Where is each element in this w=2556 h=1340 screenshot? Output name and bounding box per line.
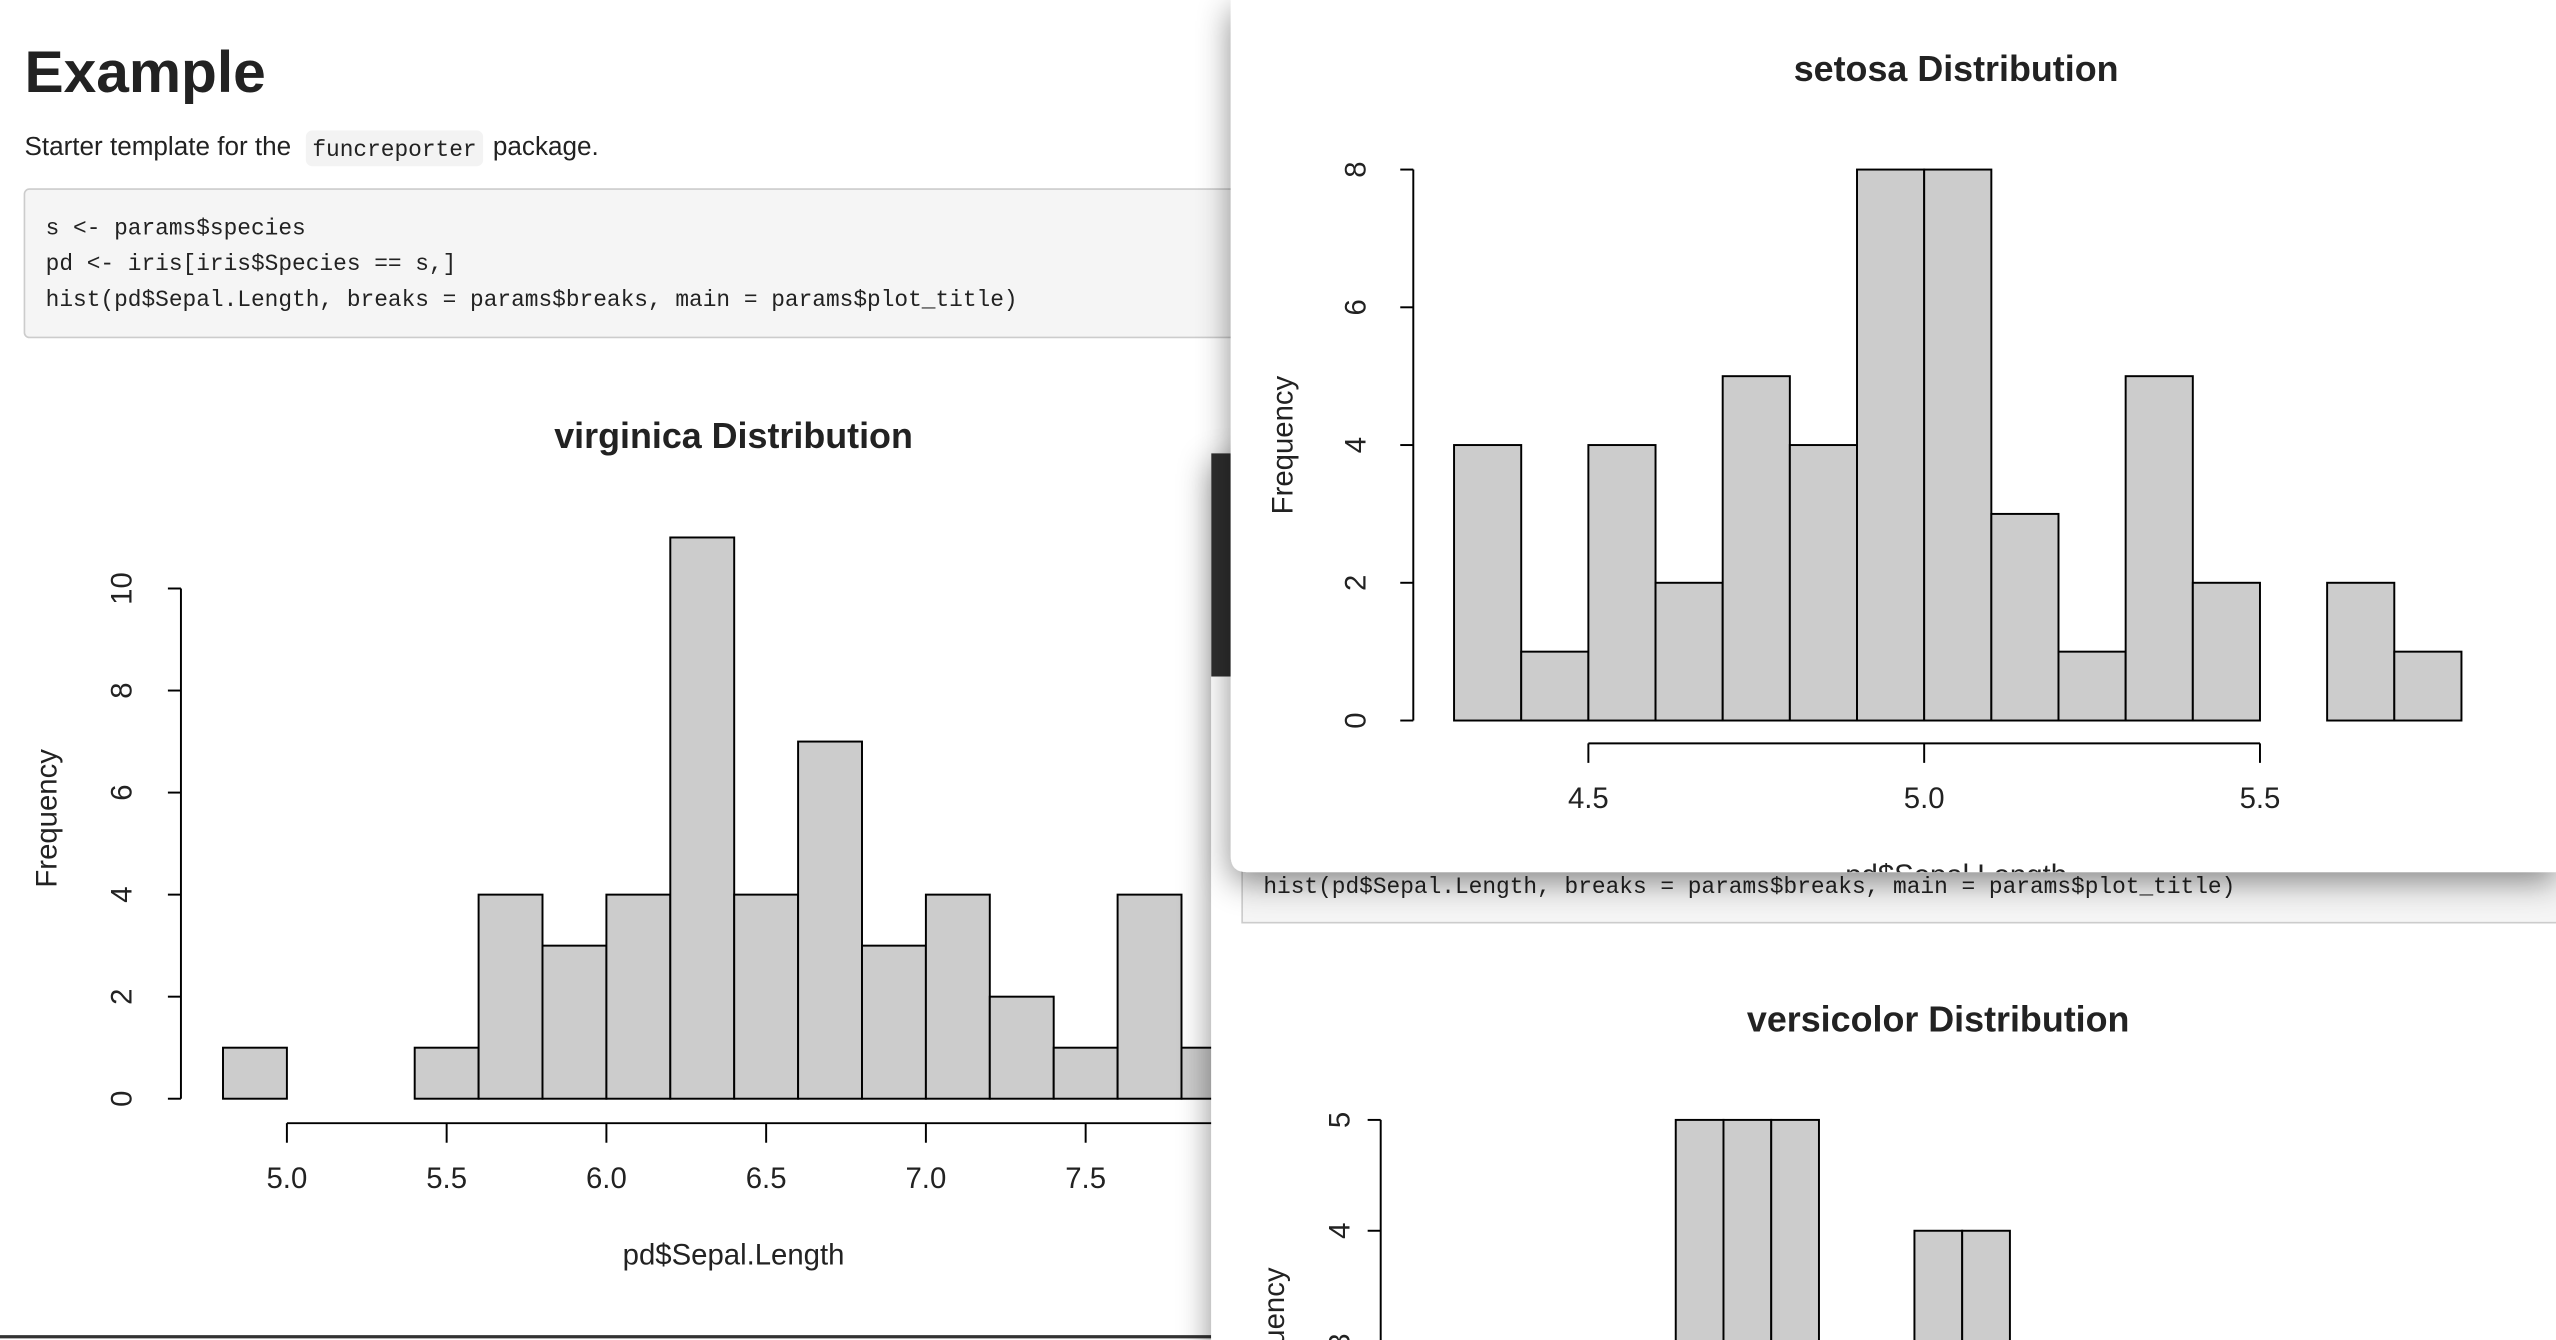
y-tick-label: 2 xyxy=(1340,575,1373,591)
code-line: hist(pd$Sepal.Length, breaks = params$br… xyxy=(1263,874,2235,900)
y-tick-label: 0 xyxy=(106,1091,139,1107)
chart-title: virginica Distribution xyxy=(554,416,913,456)
y-tick-label: 3 xyxy=(1323,1333,1356,1340)
bar xyxy=(1788,444,1858,722)
x-tick-label: 6.0 xyxy=(586,1162,627,1195)
y-tick-label: 5 xyxy=(1323,1112,1356,1128)
y-axis-label: Frequency xyxy=(1258,1267,1291,1340)
histogram: setosa Distribution Frequency pd$Sepal.Len… xyxy=(1266,49,2463,892)
document: Example Starter template for the funcrep… xyxy=(0,40,1265,1339)
inline-code-bg xyxy=(305,130,484,167)
bar xyxy=(541,944,608,1100)
bar xyxy=(1990,512,2060,722)
bar xyxy=(797,740,863,1100)
bar xyxy=(477,893,544,1100)
bar xyxy=(988,995,1055,1100)
doc-title: Example xyxy=(24,40,265,105)
y-tick-label: 10 xyxy=(106,572,139,605)
bar xyxy=(861,944,927,1100)
x-tick-label: 7.5 xyxy=(1065,1162,1106,1195)
window-content: setosa Distribution Frequency pd$Sepal.Len… xyxy=(1266,49,2463,892)
histogram: versicolor Distribution Frequency 3 4 5 xyxy=(1258,1000,2129,1340)
bar xyxy=(1520,650,1590,722)
bar xyxy=(1587,444,1657,722)
code-line: pd <- iris[iris$Species == s,] xyxy=(46,251,457,277)
x-axis-label: pd$Sepal.Length xyxy=(1845,859,2067,892)
y-tick-label: 4 xyxy=(1323,1223,1356,1239)
bar xyxy=(2124,375,2194,722)
bar xyxy=(1961,1229,2011,1340)
y-axis-label: Frequency xyxy=(1266,375,1299,514)
bar xyxy=(2393,650,2463,722)
bar xyxy=(1721,375,1791,722)
y-tick-label: 6 xyxy=(106,784,139,800)
window-toolbar xyxy=(1211,453,1231,677)
y-tick-label: 4 xyxy=(1340,437,1373,453)
x-tick-label: 4.5 xyxy=(1568,782,1609,815)
front-window: setosa Distribution Frequency pd$Sepal.Len… xyxy=(1230,0,2556,892)
x-tick-label: 7.0 xyxy=(906,1162,947,1195)
x-tick-label: 5.0 xyxy=(267,1162,308,1195)
x-tick-label: 6.5 xyxy=(746,1162,787,1195)
bar xyxy=(1674,1118,1725,1340)
y-tick-label: 8 xyxy=(1340,161,1373,177)
y-axis-label: Frequency xyxy=(31,749,64,888)
bar xyxy=(1722,1118,1773,1340)
bar xyxy=(1052,1046,1119,1100)
bar xyxy=(1923,168,1993,722)
y-tick-label: 8 xyxy=(106,682,139,698)
bar xyxy=(1856,168,1926,722)
bar xyxy=(733,893,800,1100)
code-line: s <- params$species xyxy=(46,215,306,241)
bar xyxy=(669,536,736,1100)
x-tick-label: 5.0 xyxy=(1904,782,1945,815)
chart-title: setosa Distribution xyxy=(1794,49,2119,89)
code-line: hist(pd$Sepal.Length, breaks = params$br… xyxy=(46,287,1018,313)
intro-text: package. xyxy=(493,131,599,161)
bar xyxy=(1913,1229,1964,1340)
bar xyxy=(1770,1118,1820,1340)
bar xyxy=(2057,650,2127,722)
bar xyxy=(1453,444,1523,722)
y-tick-label: 6 xyxy=(1340,299,1373,315)
y-tick-label: 2 xyxy=(106,989,139,1005)
y-tick-label: 4 xyxy=(106,886,139,902)
bar xyxy=(1116,893,1183,1100)
x-tick-label: 5.5 xyxy=(2240,782,2281,815)
bar xyxy=(1654,581,1724,722)
bar xyxy=(605,893,672,1100)
x-axis-label: pd$Sepal.Length xyxy=(623,1239,845,1272)
histogram: virginica Distribution Frequency pd$Sepal.… xyxy=(31,416,1247,1272)
intro-text: Starter template for the xyxy=(24,131,291,161)
bar xyxy=(413,1046,480,1100)
y-tick-label: 0 xyxy=(1340,712,1373,728)
bar xyxy=(924,893,991,1100)
chart-title: versicolor Distribution xyxy=(1747,1000,2130,1040)
inline-code: funcreporter xyxy=(312,137,476,163)
x-tick-label: 5.5 xyxy=(426,1162,467,1195)
bar xyxy=(2191,581,2261,722)
bar xyxy=(2326,581,2396,722)
bar xyxy=(222,1046,288,1100)
